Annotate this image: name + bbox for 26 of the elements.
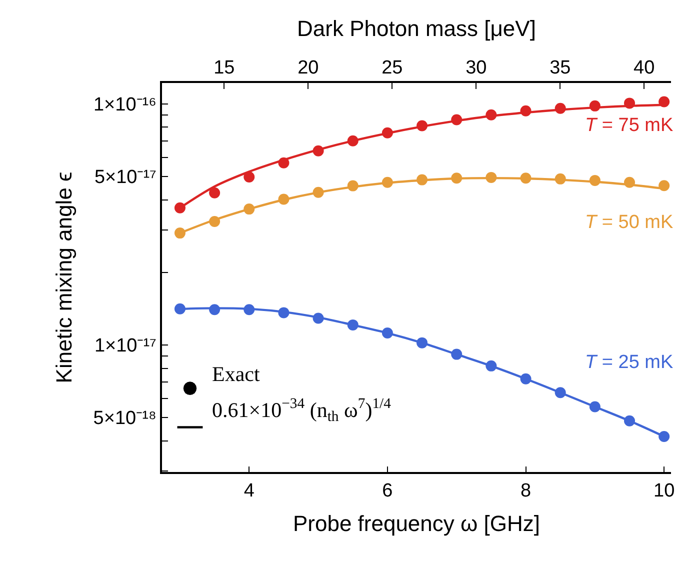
x-tick-label: 8	[520, 480, 532, 502]
point	[244, 172, 255, 183]
x-tick-label: 6	[382, 480, 393, 502]
series-label: T = 25 mK	[585, 352, 674, 373]
y-tick-label: 1×10⁻¹⁶	[93, 94, 156, 116]
x-axis-title: Probe frequency ω [GHz]	[292, 510, 540, 536]
x2-tick-label: 35	[550, 58, 571, 79]
y-tick-label: 5×10⁻¹⁸	[93, 408, 156, 430]
y-tick-label: 5×10⁻¹⁷	[94, 167, 157, 188]
point	[658, 96, 670, 108]
x2-tick-label: 30	[466, 58, 487, 79]
x-tick-label: 10	[654, 480, 675, 502]
annotation: Exact	[212, 362, 260, 386]
series-label: T = 75 mK	[585, 115, 674, 136]
series-label: T = 50 mK	[585, 212, 674, 233]
point	[658, 180, 670, 192]
point	[209, 187, 220, 198]
x2-tick-label: 25	[382, 58, 403, 79]
x2-tick-label: 20	[298, 58, 319, 79]
x2-tick-label: 40	[634, 58, 655, 79]
x-tick-label: 4	[244, 480, 255, 502]
x2-axis-title: Dark Photon mass [μeV]	[297, 16, 536, 41]
x2-tick-label: 15	[214, 58, 235, 79]
annotation: 0.61×10$^{−34}$ (n$_{th}$ ω$^{7}$)$^{1/4}$	[212, 396, 392, 426]
y-axis-title: Kinetic mixing angle ϵ	[52, 172, 77, 384]
y-tick-label: 1×10⁻¹⁷	[94, 336, 157, 357]
